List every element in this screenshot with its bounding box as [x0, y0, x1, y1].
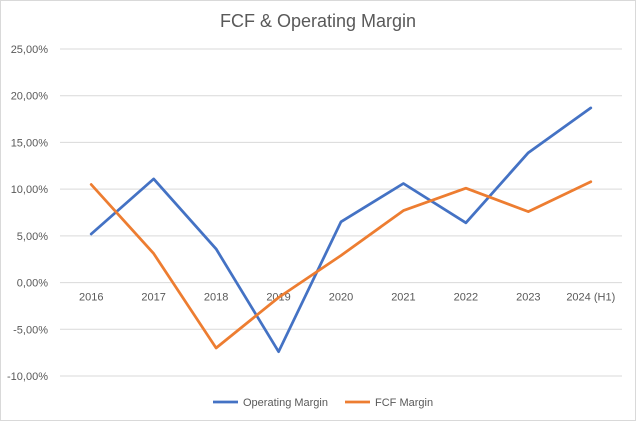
- y-axis-ticks: -10,00% -5,00% 0,00% 5,00% 10,00% 15,00% 20,00…: [7, 44, 48, 383]
- x-tick-label: 2021: [391, 292, 415, 304]
- gridlines: [60, 48, 622, 377]
- y-tick-label: -5,00%: [13, 324, 48, 336]
- y-tick-label: 5,00%: [17, 231, 48, 243]
- x-tick-label: 2024 (H1): [566, 292, 615, 304]
- x-tick-label: 2020: [329, 292, 353, 304]
- x-tick-label: 2016: [79, 292, 103, 304]
- chart-title: FCF & Operating Margin: [219, 11, 417, 31]
- y-tick-label: -10,00%: [7, 371, 48, 383]
- x-tick-label: 2023: [516, 292, 540, 304]
- y-tick-label: 15,00%: [11, 137, 49, 149]
- y-tick-label: 0,00%: [17, 278, 48, 290]
- y-tick-label: 25,00%: [11, 44, 49, 56]
- x-tick-label: 2017: [141, 292, 165, 304]
- y-tick-label: 20,00%: [11, 91, 49, 103]
- legend-label: Operating Margin: [243, 397, 328, 409]
- series-line-fcf-margin: [89, 180, 593, 350]
- x-tick-label: 2018: [204, 292, 228, 304]
- series-line-operating-margin: [89, 106, 593, 354]
- series-lines: [89, 106, 593, 354]
- y-tick-label: 10,00%: [11, 184, 49, 196]
- legend-label: FCF Margin: [375, 397, 433, 409]
- legend: Operating Margin FCF Margin: [213, 397, 433, 409]
- x-axis-ticks: 2016 2017 2018 2019 2020 2021 2022 2023 2024 (H1…: [79, 292, 615, 304]
- x-tick-label: 2022: [454, 292, 478, 304]
